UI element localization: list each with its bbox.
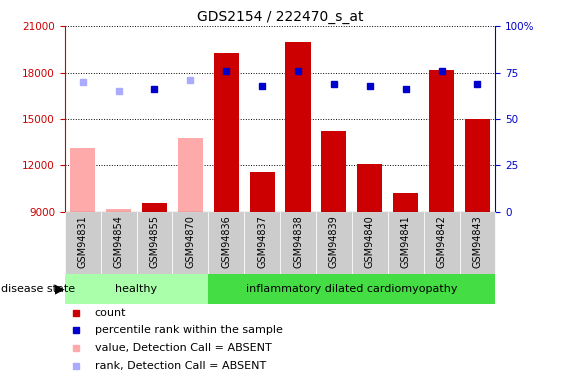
Bar: [208, 274, 495, 304]
Bar: [465, 119, 490, 212]
Text: GSM94854: GSM94854: [114, 215, 124, 268]
Text: GSM94838: GSM94838: [293, 215, 303, 268]
Bar: [352, 212, 388, 274]
Text: GSM94831: GSM94831: [78, 215, 88, 268]
Bar: [70, 148, 95, 212]
Text: GSM94836: GSM94836: [221, 215, 231, 268]
Bar: [178, 138, 203, 212]
Bar: [316, 212, 352, 274]
Bar: [65, 274, 208, 304]
Text: GSM94840: GSM94840: [365, 215, 375, 268]
Bar: [280, 212, 316, 274]
Text: GSM94837: GSM94837: [257, 215, 267, 268]
Text: disease state: disease state: [1, 284, 75, 294]
Title: GDS2154 / 222470_s_at: GDS2154 / 222470_s_at: [197, 10, 363, 24]
Bar: [214, 53, 239, 212]
Text: ▶: ▶: [55, 282, 65, 295]
Bar: [249, 172, 275, 212]
Bar: [172, 212, 208, 274]
Bar: [208, 212, 244, 274]
Bar: [142, 202, 167, 212]
Bar: [244, 212, 280, 274]
Text: GSM94843: GSM94843: [472, 215, 482, 268]
Bar: [429, 70, 454, 212]
Text: GSM94855: GSM94855: [149, 215, 159, 268]
Text: value, Detection Call = ABSENT: value, Detection Call = ABSENT: [95, 343, 271, 353]
Bar: [388, 212, 424, 274]
Text: GSM94842: GSM94842: [436, 215, 446, 268]
Text: GSM94839: GSM94839: [329, 215, 339, 268]
Text: rank, Detection Call = ABSENT: rank, Detection Call = ABSENT: [95, 361, 266, 371]
Text: percentile rank within the sample: percentile rank within the sample: [95, 326, 283, 336]
Bar: [424, 212, 459, 274]
Bar: [65, 212, 101, 274]
Bar: [106, 209, 131, 212]
Bar: [393, 194, 418, 212]
Text: GSM94870: GSM94870: [185, 215, 195, 268]
Text: count: count: [95, 308, 126, 318]
Bar: [358, 164, 382, 212]
Bar: [101, 212, 137, 274]
Text: GSM94841: GSM94841: [401, 215, 411, 268]
Bar: [137, 212, 172, 274]
Bar: [285, 42, 311, 212]
Text: inflammatory dilated cardiomyopathy: inflammatory dilated cardiomyopathy: [246, 284, 458, 294]
Text: healthy: healthy: [115, 284, 158, 294]
Bar: [459, 212, 495, 274]
Bar: [321, 132, 346, 212]
